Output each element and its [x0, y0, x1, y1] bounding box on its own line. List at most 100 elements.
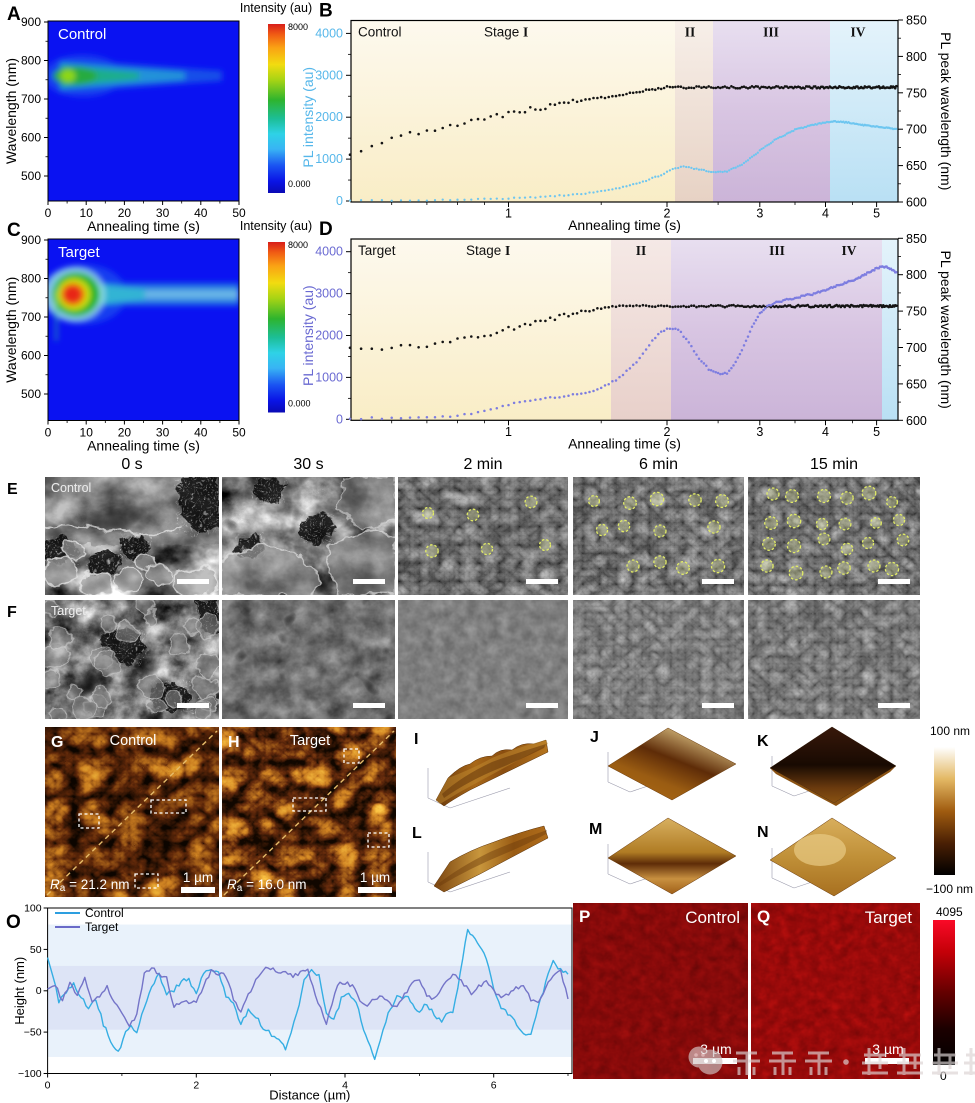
svg-text:A: A — [7, 4, 21, 25]
svg-text:0.000: 0.000 — [288, 399, 311, 409]
svg-text:−100: −100 — [18, 1068, 42, 1080]
svg-text:650: 650 — [906, 159, 927, 173]
svg-text:6: 6 — [491, 1080, 497, 1092]
svg-text:Target: Target — [51, 604, 86, 618]
svg-text:0.000: 0.000 — [288, 179, 311, 189]
svg-text:Wavelength (nm): Wavelength (nm) — [3, 277, 19, 383]
svg-text:4095: 4095 — [936, 905, 963, 919]
svg-text:Target: Target — [58, 244, 101, 261]
svg-text:3000: 3000 — [315, 68, 343, 82]
svg-text:900: 900 — [21, 233, 41, 247]
svg-text:2: 2 — [193, 1080, 199, 1092]
svg-text:Wavelength (nm): Wavelength (nm) — [3, 58, 19, 164]
svg-text:0: 0 — [45, 206, 52, 220]
svg-text:PL peak wavelength (nm): PL peak wavelength (nm) — [938, 251, 954, 409]
svg-text:K: K — [757, 733, 769, 750]
svg-text:J: J — [590, 729, 599, 746]
svg-text:700: 700 — [21, 92, 41, 106]
svg-text:700: 700 — [906, 341, 927, 355]
svg-text:10: 10 — [80, 426, 94, 440]
svg-text:40: 40 — [194, 426, 208, 440]
svg-text:2000: 2000 — [315, 110, 343, 124]
svg-text:Distance (µm): Distance (µm) — [269, 1088, 350, 1103]
svg-text:4: 4 — [822, 425, 829, 439]
svg-text:50: 50 — [232, 426, 246, 440]
svg-text:Intensity (au): Intensity (au) — [240, 219, 312, 233]
svg-text:8000: 8000 — [288, 240, 308, 250]
svg-text:20: 20 — [118, 206, 132, 220]
svg-text:C: C — [7, 220, 21, 241]
svg-text:600: 600 — [906, 414, 927, 428]
svg-text:0: 0 — [940, 1069, 947, 1083]
svg-text:1 µm: 1 µm — [360, 870, 390, 885]
svg-text:50: 50 — [30, 944, 42, 956]
svg-text:600: 600 — [21, 349, 41, 363]
svg-text:H: H — [228, 734, 240, 751]
svg-text:2: 2 — [664, 207, 671, 221]
svg-text:800: 800 — [906, 50, 927, 64]
svg-text:1: 1 — [505, 207, 512, 221]
svg-text:700: 700 — [21, 310, 41, 324]
svg-text:100: 100 — [24, 903, 42, 915]
svg-text:Annealing time (s): Annealing time (s) — [568, 217, 681, 233]
svg-text:G: G — [51, 734, 63, 751]
svg-text:500: 500 — [21, 169, 41, 183]
svg-text:L: L — [412, 825, 422, 842]
svg-text:Ra = 16.0 nm: Ra = 16.0 nm — [227, 877, 306, 894]
svg-text:10: 10 — [80, 206, 94, 220]
svg-text:P: P — [579, 907, 590, 926]
svg-text:0: 0 — [336, 194, 343, 208]
svg-text:700: 700 — [906, 123, 927, 137]
svg-text:1000: 1000 — [315, 370, 343, 384]
svg-text:800: 800 — [21, 54, 41, 68]
svg-text:IV: IV — [841, 243, 856, 258]
svg-text:PL peak wavelength (nm): PL peak wavelength (nm) — [938, 32, 954, 190]
svg-text:Q: Q — [757, 907, 770, 926]
svg-text:Annealing time (s): Annealing time (s) — [87, 438, 200, 454]
svg-text:−50: −50 — [24, 1027, 42, 1039]
svg-text:20: 20 — [118, 426, 132, 440]
svg-text:M: M — [589, 821, 602, 838]
svg-text:50: 50 — [232, 206, 246, 220]
svg-text:0: 0 — [45, 426, 52, 440]
svg-text:Control: Control — [358, 25, 402, 40]
svg-text:Annealing time (s): Annealing time (s) — [568, 435, 681, 451]
svg-text:2 min: 2 min — [463, 456, 502, 473]
svg-text:4: 4 — [822, 207, 829, 221]
svg-text:600: 600 — [906, 196, 927, 210]
svg-text:800: 800 — [906, 268, 927, 282]
svg-text:4000: 4000 — [315, 245, 343, 259]
svg-text:30: 30 — [156, 426, 170, 440]
svg-text:PL intensity (au): PL intensity (au) — [300, 67, 316, 168]
svg-text:II: II — [636, 243, 647, 258]
svg-text:0: 0 — [36, 985, 42, 997]
svg-text:3000: 3000 — [315, 287, 343, 301]
svg-text:III: III — [763, 25, 779, 40]
svg-text:850: 850 — [906, 232, 927, 246]
svg-text:−100 nm: −100 nm — [926, 882, 973, 896]
svg-text:I: I — [414, 731, 418, 748]
svg-text:3: 3 — [756, 425, 763, 439]
svg-text:5: 5 — [873, 425, 880, 439]
svg-text:600: 600 — [21, 131, 41, 145]
svg-text:N: N — [757, 824, 769, 841]
svg-text:500: 500 — [21, 387, 41, 401]
svg-text:750: 750 — [906, 305, 927, 319]
svg-text:Control: Control — [51, 481, 91, 495]
svg-text:IV: IV — [850, 25, 865, 40]
svg-text:6 min: 6 min — [639, 456, 678, 473]
svg-text:Annealing time (s): Annealing time (s) — [87, 218, 200, 234]
svg-text:1000: 1000 — [315, 152, 343, 166]
svg-text:2000: 2000 — [315, 329, 343, 343]
svg-text:Control: Control — [58, 26, 106, 43]
svg-text:Ra = 21.2 nm: Ra = 21.2 nm — [50, 877, 129, 894]
svg-text:2: 2 — [664, 425, 671, 439]
svg-text:D: D — [319, 219, 333, 240]
svg-text:Control: Control — [110, 733, 157, 749]
svg-text:PL intensity (au): PL intensity (au) — [300, 285, 316, 386]
svg-text:5: 5 — [873, 207, 880, 221]
svg-text:30 s: 30 s — [293, 456, 323, 473]
svg-text:II: II — [685, 25, 696, 40]
svg-text:8000: 8000 — [288, 22, 308, 32]
svg-text:750: 750 — [906, 86, 927, 100]
